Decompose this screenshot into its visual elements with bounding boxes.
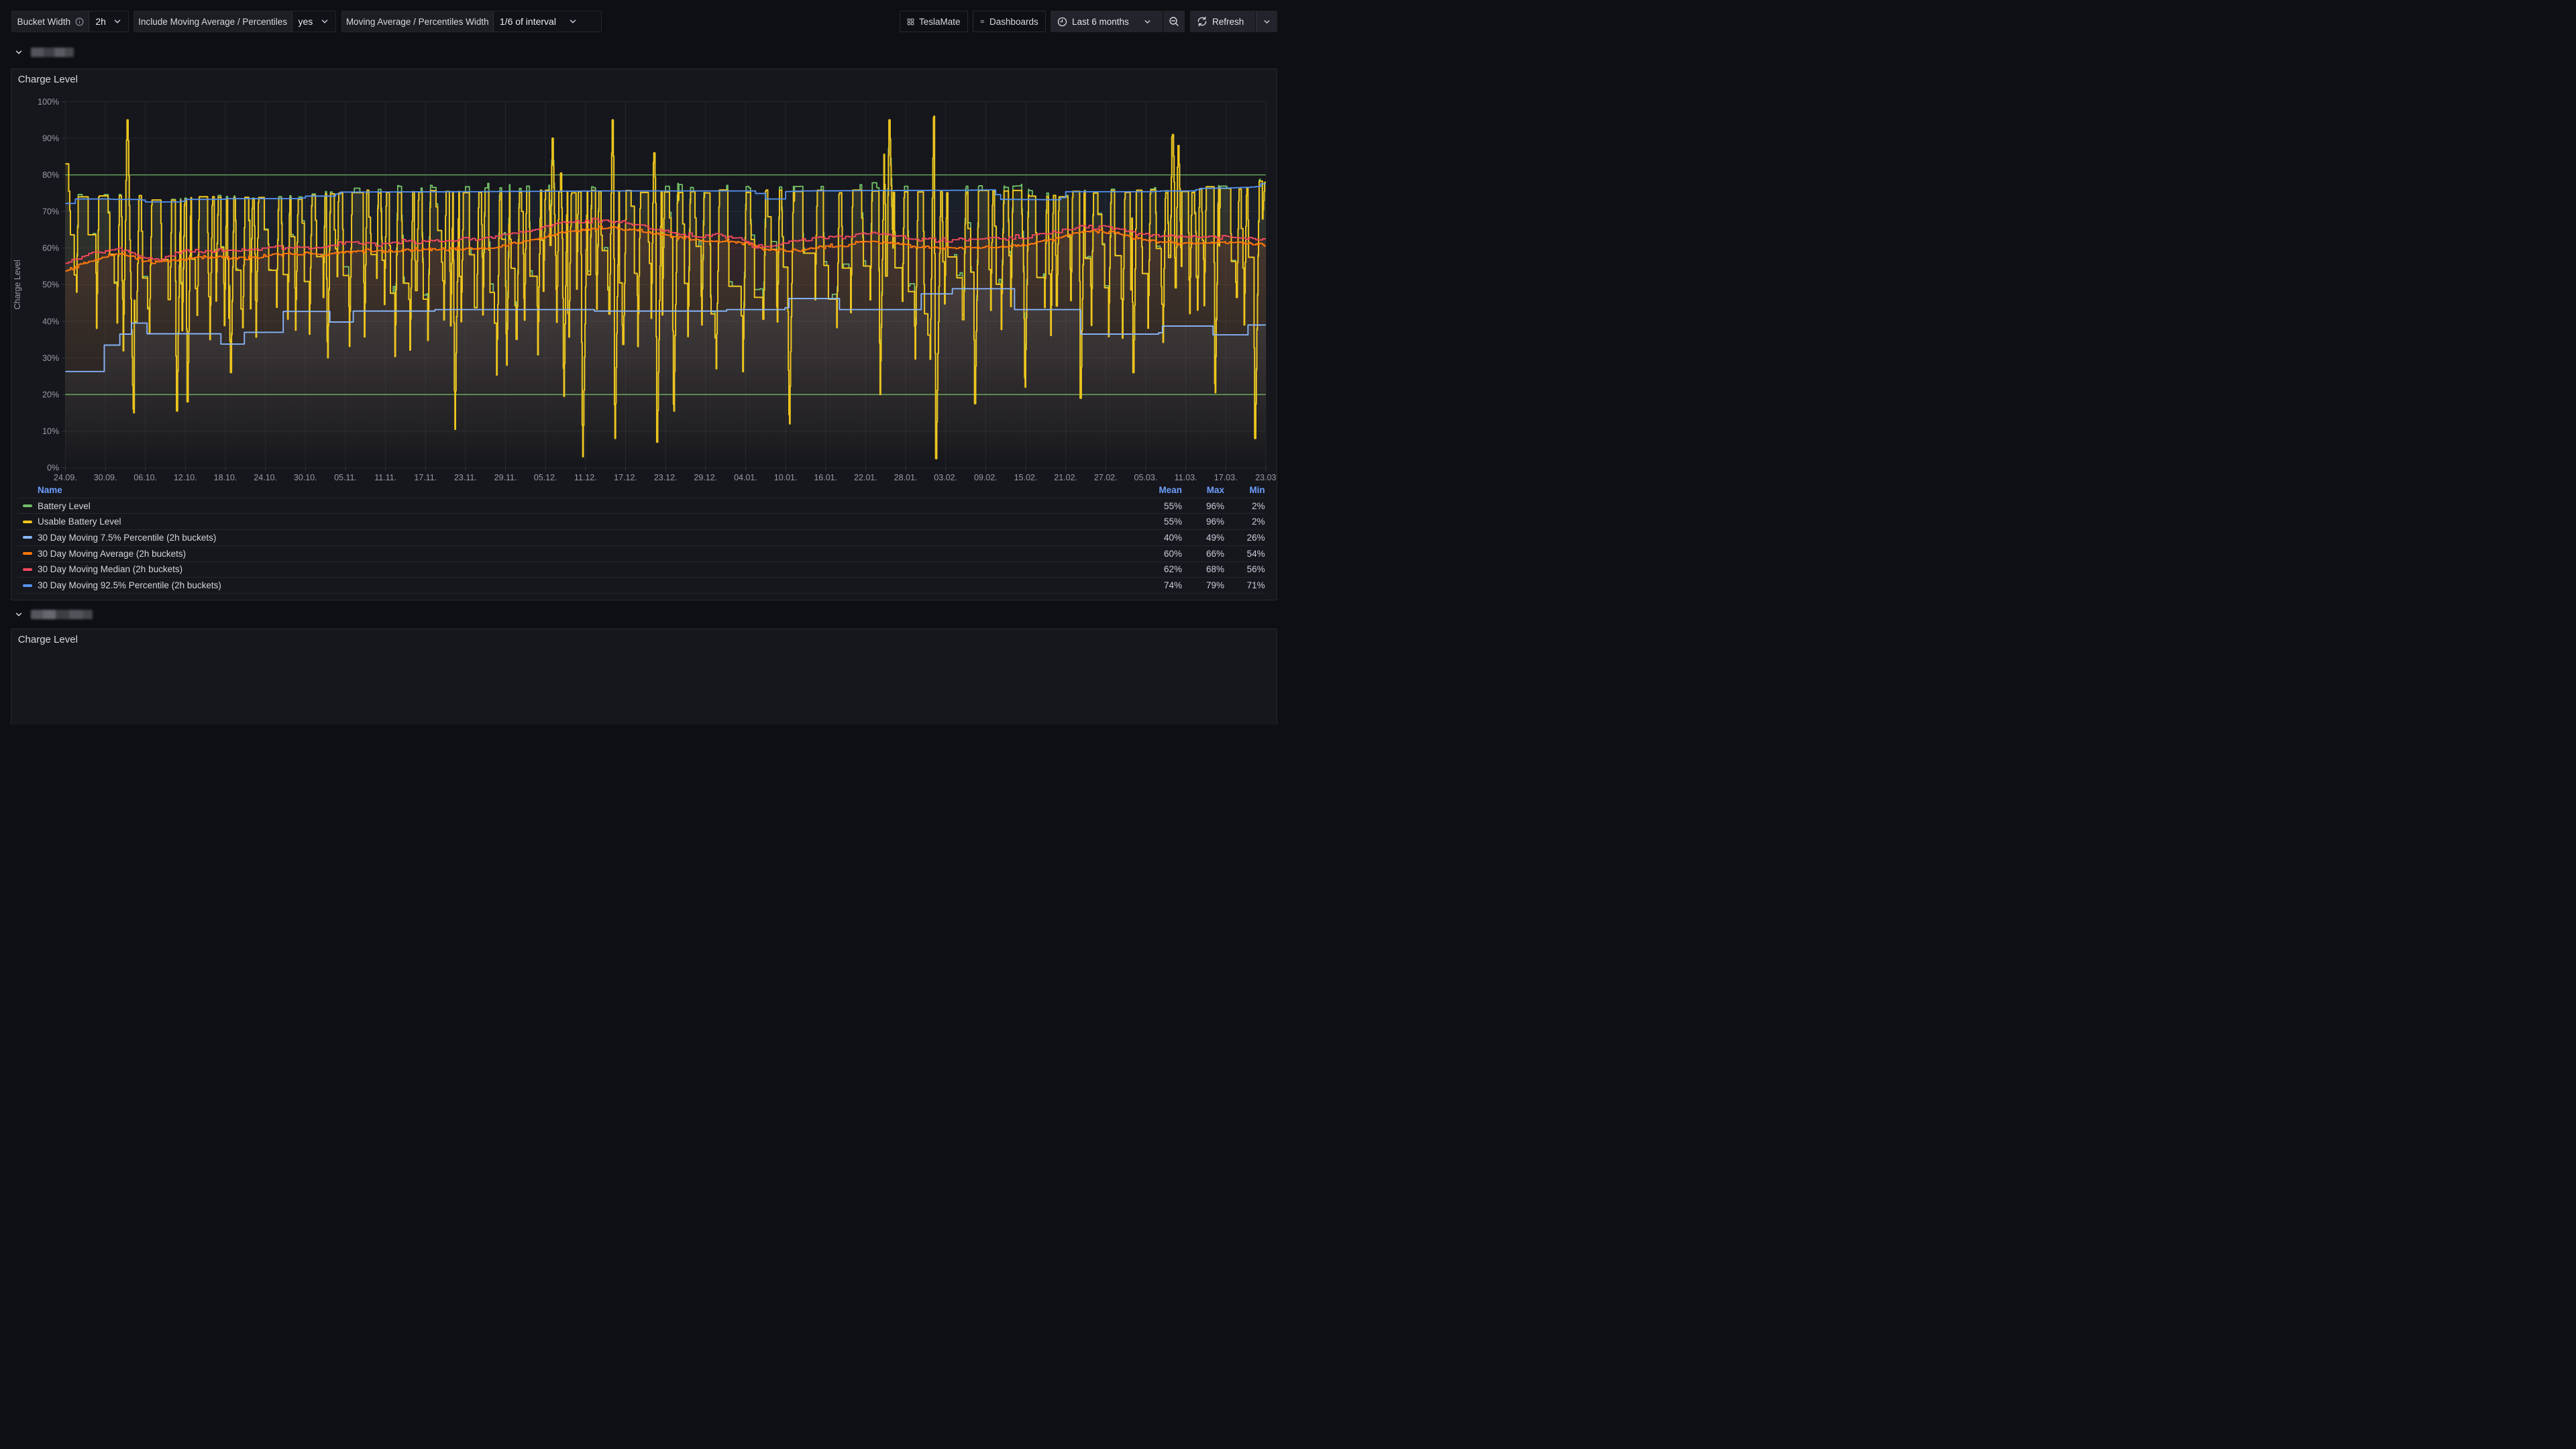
svg-text:80%: 80% xyxy=(43,170,60,180)
svg-text:20%: 20% xyxy=(43,390,60,399)
svg-text:03.02.: 03.02. xyxy=(934,473,958,482)
svg-text:10.01.: 10.01. xyxy=(774,473,798,482)
svg-text:04.01.: 04.01. xyxy=(734,473,757,482)
svg-text:30%: 30% xyxy=(43,354,60,363)
svg-text:30.09.: 30.09. xyxy=(94,473,117,482)
svg-text:24.10.: 24.10. xyxy=(254,473,278,482)
svg-text:28.01.: 28.01. xyxy=(894,473,918,482)
svg-text:09.02.: 09.02. xyxy=(974,473,998,482)
svg-text:40%: 40% xyxy=(43,317,60,326)
svg-text:16.01.: 16.01. xyxy=(814,473,838,482)
svg-text:05.11.: 05.11. xyxy=(334,473,357,482)
svg-text:22.01.: 22.01. xyxy=(854,473,877,482)
svg-text:17.03.: 17.03. xyxy=(1214,473,1238,482)
svg-text:18.10.: 18.10. xyxy=(214,473,237,482)
svg-text:50%: 50% xyxy=(43,280,60,290)
svg-text:15.02.: 15.02. xyxy=(1014,473,1038,482)
svg-text:29.11.: 29.11. xyxy=(494,473,517,482)
svg-text:23.11.: 23.11. xyxy=(454,473,477,482)
svg-text:05.03.: 05.03. xyxy=(1134,473,1158,482)
svg-text:21.02.: 21.02. xyxy=(1055,473,1078,482)
svg-text:06.10.: 06.10. xyxy=(134,473,158,482)
svg-text:27.02.: 27.02. xyxy=(1094,473,1118,482)
svg-text:24.09.: 24.09. xyxy=(54,473,77,482)
svg-text:Charge Level: Charge Level xyxy=(13,260,23,309)
svg-text:05.12.: 05.12. xyxy=(534,473,557,482)
svg-text:10%: 10% xyxy=(43,427,60,436)
svg-text:11.12.: 11.12. xyxy=(574,473,597,482)
svg-text:23.12.: 23.12. xyxy=(654,473,678,482)
svg-text:30.10.: 30.10. xyxy=(294,473,317,482)
svg-text:100%: 100% xyxy=(38,97,60,107)
svg-text:23.03: 23.03 xyxy=(1256,473,1277,482)
svg-text:0%: 0% xyxy=(47,464,59,473)
svg-text:90%: 90% xyxy=(43,133,60,143)
svg-text:11.11.: 11.11. xyxy=(375,473,397,482)
svg-text:12.10.: 12.10. xyxy=(174,473,197,482)
svg-text:17.11.: 17.11. xyxy=(415,473,437,482)
svg-text:11.03.: 11.03. xyxy=(1175,473,1197,482)
svg-text:29.12.: 29.12. xyxy=(694,473,718,482)
svg-text:17.12.: 17.12. xyxy=(614,473,638,482)
svg-text:70%: 70% xyxy=(43,207,60,217)
svg-text:60%: 60% xyxy=(43,244,60,253)
